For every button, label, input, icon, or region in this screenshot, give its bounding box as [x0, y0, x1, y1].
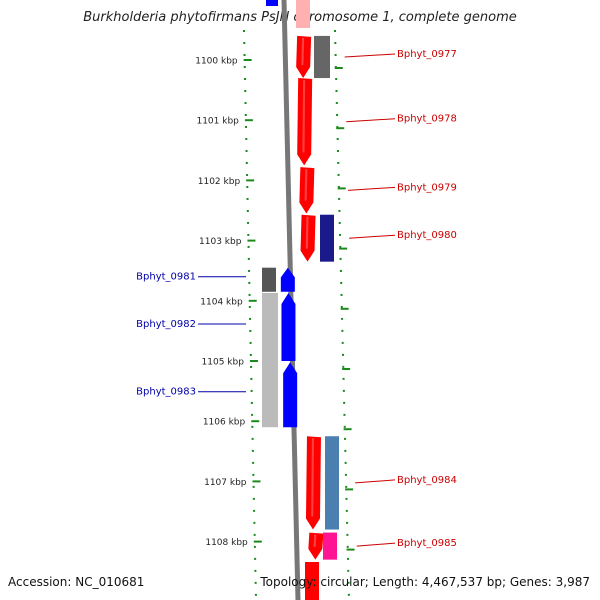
annotation-box — [323, 532, 337, 560]
annotation-box — [320, 214, 334, 262]
label-leader-line — [346, 118, 396, 123]
gene-label: Bphyt_0979 — [397, 182, 457, 193]
annotation-box-partial — [266, 0, 278, 6]
gene-arrow-forward — [299, 167, 315, 214]
annotation-box-partial — [305, 562, 319, 600]
gene-label: Bphyt_0977 — [397, 49, 457, 60]
gene-arrow-forward-highlight — [305, 216, 309, 249]
tick-label: 1100 kbp — [195, 57, 238, 67]
gene-arrow-forward-highlight — [301, 37, 305, 66]
gene-arrow-reverse — [280, 267, 295, 292]
scale-ticks: 1100 kbp 1101 kbp 1102 kbp 1103 kbp 1104 kbp… — [195, 57, 355, 551]
gene-arrow-forward-highlight — [302, 80, 306, 153]
tick-label: 1107 kbp — [204, 478, 247, 488]
tick-label: 1106 kbp — [203, 418, 246, 428]
tick-label: 1104 kbp — [200, 297, 243, 307]
annotation-box-faded — [296, 0, 310, 28]
guide-line-left — [243, 29, 257, 600]
gene-label: Bphyt_0980 — [397, 230, 457, 241]
gene-arrow-forward — [308, 532, 324, 560]
annotation-box — [262, 292, 278, 428]
tick-label: 1103 kbp — [199, 237, 242, 247]
gene-label: Bphyt_0981 — [136, 272, 196, 283]
gene-labels: Bphyt_0977 Bphyt_0978 Bphyt_0979 Bphyt_0980… — [136, 49, 457, 549]
gene-arrow-forward-highlight — [304, 169, 308, 201]
accession-text: Accession: NC_010681 — [8, 575, 145, 589]
topology-text: Topology: circular; Length: 4,467,537 bp… — [260, 575, 590, 589]
tick-label: 1102 kbp — [198, 177, 241, 187]
annotation-box — [262, 267, 276, 292]
gene-arrow-reverse — [283, 362, 298, 428]
gene-arrow-forward — [305, 436, 321, 530]
gene-label: Bphyt_0983 — [136, 387, 196, 398]
label-leader-line — [356, 542, 396, 547]
gene-arrow-forward — [297, 78, 313, 166]
gene-label: Bphyt_0984 — [397, 475, 457, 486]
gene-arrow-forward — [296, 35, 312, 79]
gene-features — [262, 0, 339, 600]
gene-label: Bphyt_0985 — [397, 538, 457, 549]
gene-arrow-forward-highlight — [313, 534, 317, 547]
label-leader-line — [349, 234, 396, 239]
gene-arrow-forward-highlight — [311, 438, 314, 517]
gene-arrow-forward — [300, 214, 316, 262]
label-leader-line — [344, 53, 396, 58]
label-leader-line — [347, 186, 396, 191]
annotation-box — [314, 35, 330, 79]
gene-label: Bphyt_0982 — [136, 319, 196, 330]
annotation-box — [325, 436, 339, 530]
gene-label: Bphyt_0978 — [397, 114, 457, 125]
gene-arrow-reverse — [281, 292, 296, 361]
tick-label: 1101 kbp — [196, 117, 239, 127]
tick-label: 1108 kbp — [205, 538, 248, 548]
tick-label: 1105 kbp — [202, 358, 245, 368]
label-leader-line — [355, 479, 396, 484]
